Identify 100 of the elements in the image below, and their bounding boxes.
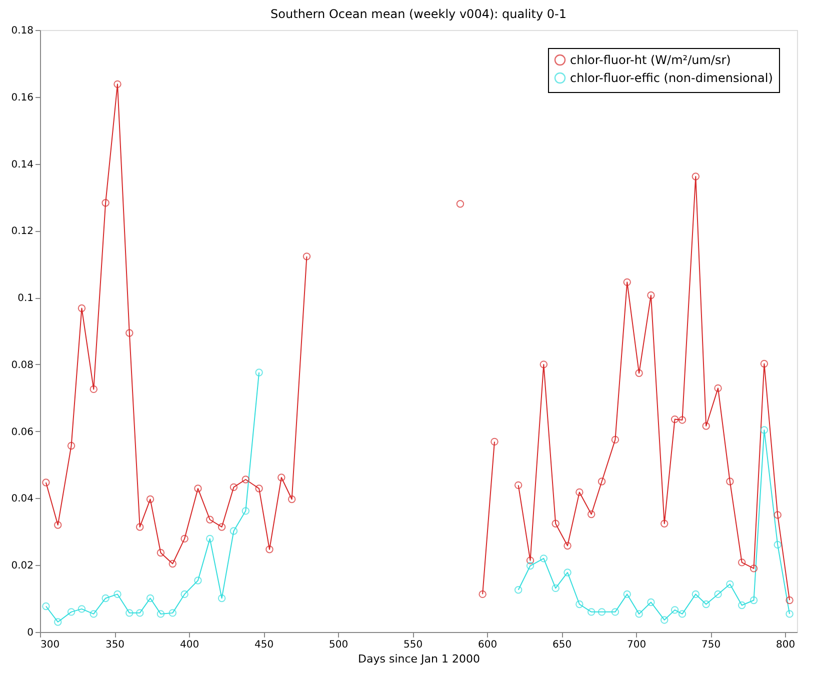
- point: [598, 478, 606, 486]
- point: [514, 586, 522, 594]
- point: [514, 481, 522, 490]
- x-tick-label: 300: [40, 640, 60, 650]
- point: [255, 484, 263, 492]
- point: [230, 527, 238, 535]
- point: [102, 594, 110, 602]
- point: [576, 600, 584, 608]
- point: [114, 80, 122, 88]
- point: [726, 580, 734, 588]
- point: [564, 568, 572, 576]
- point: [180, 590, 188, 598]
- point: [786, 610, 794, 618]
- point: [576, 488, 584, 496]
- point: [288, 495, 296, 504]
- point: [90, 385, 98, 394]
- point: [90, 610, 98, 618]
- x-tick-label: 450: [254, 640, 274, 650]
- point: [136, 523, 144, 531]
- point: [750, 596, 758, 604]
- legend-label: chlor-fluor-effic (non-dimensional): [570, 71, 773, 85]
- point: [67, 608, 76, 616]
- point: [278, 474, 286, 482]
- point: [126, 329, 134, 337]
- point: [714, 590, 722, 598]
- point: [302, 252, 311, 260]
- point: [692, 172, 700, 180]
- point: [180, 534, 188, 543]
- point: [126, 609, 134, 617]
- y-tick-label: 0.02: [11, 560, 34, 572]
- point: [552, 520, 560, 528]
- point: [146, 495, 154, 504]
- x-tick-label: 650: [552, 640, 572, 650]
- point: [136, 609, 144, 617]
- point: [67, 442, 76, 450]
- x-tick-label: 600: [478, 640, 498, 650]
- point: [102, 199, 110, 207]
- x-tick-label: 350: [105, 640, 125, 650]
- point: [647, 598, 655, 606]
- point: [218, 594, 226, 602]
- point: [564, 542, 572, 550]
- point: [218, 523, 226, 531]
- point: [714, 384, 722, 392]
- y-tick-label: 0.06: [11, 426, 34, 438]
- point: [635, 610, 643, 618]
- point: [42, 602, 50, 610]
- point: [242, 476, 250, 484]
- point: [206, 534, 214, 543]
- x-tick-label: 750: [702, 640, 721, 650]
- point: [194, 576, 202, 584]
- point: [54, 521, 62, 529]
- y-tick-label: 0.18: [11, 26, 34, 36]
- point: [623, 590, 631, 598]
- y-tick-label: 0.16: [11, 92, 34, 104]
- y-tick-label: 0.08: [11, 360, 34, 371]
- y-tick-label: 0.04: [11, 494, 34, 505]
- point: [206, 516, 214, 524]
- point: [760, 360, 768, 368]
- point: [670, 606, 679, 614]
- point: [266, 546, 274, 554]
- y-tick-label: 0.12: [11, 226, 34, 238]
- point: [738, 558, 746, 566]
- point: [726, 478, 734, 486]
- point: [786, 596, 794, 604]
- y-tick-label: 0.14: [11, 159, 34, 170]
- point: [255, 368, 263, 376]
- y-tick-label: 0.1: [18, 293, 34, 304]
- point: [774, 511, 782, 519]
- point: [194, 484, 202, 492]
- point: [760, 426, 768, 434]
- point: [552, 584, 560, 592]
- x-tick-label: 500: [328, 640, 348, 650]
- point: [54, 618, 62, 626]
- point: [78, 605, 86, 613]
- point: [702, 600, 710, 608]
- point: [750, 564, 758, 572]
- point: [114, 590, 122, 598]
- point: [611, 436, 620, 444]
- point: [156, 610, 165, 618]
- point: [526, 562, 534, 570]
- point: [42, 478, 50, 486]
- point: [670, 415, 679, 424]
- point: [702, 422, 710, 430]
- point: [230, 483, 238, 492]
- point: [146, 594, 154, 602]
- point: [635, 369, 643, 377]
- x-tick-label: 550: [403, 640, 423, 650]
- point: [692, 590, 700, 598]
- point: [168, 609, 176, 617]
- y-tick-label: 0: [27, 628, 34, 638]
- point: [678, 416, 686, 424]
- chart-title: Southern Ocean mean (weekly v004): quality 0-1: [270, 7, 566, 21]
- point: [78, 304, 86, 312]
- point: [660, 520, 668, 528]
- point: [540, 554, 548, 562]
- x-axis-title: Days since Jan 1 2000: [358, 652, 480, 666]
- point: [611, 608, 620, 616]
- legend-label: chlor-fluor-ht (W/m²/um/sr): [570, 53, 731, 67]
- point: [526, 556, 534, 564]
- point: [588, 510, 596, 518]
